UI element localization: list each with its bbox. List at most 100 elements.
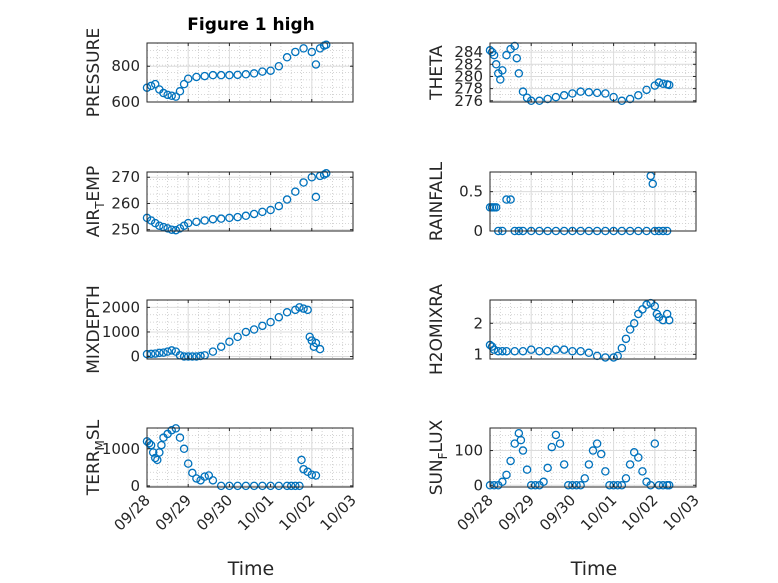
y-tick-label: 276 <box>454 92 483 110</box>
data-point <box>592 439 602 448</box>
y-tick-label: 2 <box>473 314 483 332</box>
data-point <box>200 216 209 225</box>
data-point <box>258 481 267 491</box>
data-point <box>225 481 234 491</box>
data-point <box>547 442 557 452</box>
data-point <box>543 94 552 104</box>
data-point <box>609 353 618 362</box>
x-tick-label: 09/29 <box>495 491 538 534</box>
axes-box <box>146 171 354 232</box>
data-point <box>496 75 505 84</box>
data-point <box>621 334 631 344</box>
data-point <box>568 89 577 98</box>
y-tick-label: 100 <box>454 442 483 460</box>
data-point <box>233 70 242 80</box>
data-point <box>249 481 259 491</box>
data-point <box>192 474 201 483</box>
data-point <box>183 352 193 361</box>
data-point <box>489 50 499 60</box>
y-axis-label: SUNFLUX <box>427 419 450 495</box>
data-point <box>155 448 164 457</box>
data-point <box>241 211 251 221</box>
y-axis-label-rest: EMP <box>84 166 104 202</box>
data-point <box>572 481 581 490</box>
data-point <box>551 430 561 440</box>
y-tick-label: 600 <box>111 93 140 111</box>
data-point <box>274 481 284 491</box>
data-point <box>307 470 317 480</box>
data-point <box>502 470 511 480</box>
data-point <box>225 337 234 347</box>
data-point <box>512 53 522 63</box>
data-point <box>208 347 218 356</box>
data-point <box>493 346 503 356</box>
data-point <box>299 178 308 187</box>
data-point <box>559 345 569 354</box>
data-point <box>588 446 598 455</box>
data-point <box>601 353 610 362</box>
data-point <box>159 348 168 357</box>
data-point <box>621 474 631 483</box>
y-axis-label-main: AIR <box>84 209 104 238</box>
data-series <box>142 303 325 361</box>
data-point <box>282 53 292 62</box>
data-point <box>150 79 160 89</box>
chart-panel-bottom-right: 0100SUNFLUX09/2809/2909/3010/0110/0210/0… <box>427 419 703 580</box>
data-point <box>654 78 664 87</box>
data-point <box>658 79 668 89</box>
data-point <box>559 460 569 469</box>
data-point <box>311 60 321 69</box>
data-point <box>249 209 259 219</box>
data-point <box>171 225 181 235</box>
y-tick-label: 270 <box>111 168 140 186</box>
x-axis-label: Time <box>227 558 275 580</box>
figure-title: Figure 1 high <box>187 15 315 35</box>
data-point <box>584 348 594 358</box>
data-point <box>510 41 519 51</box>
y-axis-label-subscript: M <box>93 440 107 450</box>
data-point <box>200 71 209 81</box>
data-point <box>629 319 639 328</box>
axes-box <box>146 42 354 103</box>
data-point <box>179 352 189 361</box>
data-point <box>629 448 639 457</box>
data-point <box>315 344 325 354</box>
data-point <box>654 481 664 490</box>
data-point <box>225 70 234 80</box>
data-series <box>485 41 674 106</box>
y-tick-label: 280 <box>454 67 483 85</box>
x-tick-label: 09/28 <box>454 491 497 534</box>
axes-box <box>489 427 697 488</box>
y-axis-label: TERRMSL <box>84 419 107 496</box>
data-point <box>175 433 185 442</box>
data-point <box>216 70 226 80</box>
data-point <box>216 214 226 223</box>
x-tick-label: 09/30 <box>193 491 236 534</box>
data-point <box>319 170 329 179</box>
data-point <box>291 187 300 196</box>
data-point <box>171 92 181 101</box>
axes-box <box>489 171 697 232</box>
x-tick-label: 10/03 <box>660 491 703 534</box>
y-axis-label: MIXDEPTH <box>84 285 104 374</box>
y-tick-label: 0.5 <box>459 183 483 201</box>
data-point <box>179 444 189 454</box>
data-point <box>592 88 602 98</box>
data-point <box>568 346 577 356</box>
data-point <box>526 481 536 490</box>
data-point <box>225 213 234 223</box>
data-point <box>233 481 242 491</box>
data-point <box>617 481 627 490</box>
data-point <box>233 332 242 342</box>
data-point <box>658 481 668 490</box>
data-point <box>311 471 321 480</box>
data-point <box>150 349 160 358</box>
data-point <box>539 477 548 487</box>
data-point <box>617 343 627 353</box>
data-point <box>204 471 214 480</box>
data-point <box>535 346 544 356</box>
x-tick-label: 10/01 <box>577 491 620 534</box>
x-axis-label: Time <box>570 558 618 580</box>
data-point <box>155 348 164 358</box>
